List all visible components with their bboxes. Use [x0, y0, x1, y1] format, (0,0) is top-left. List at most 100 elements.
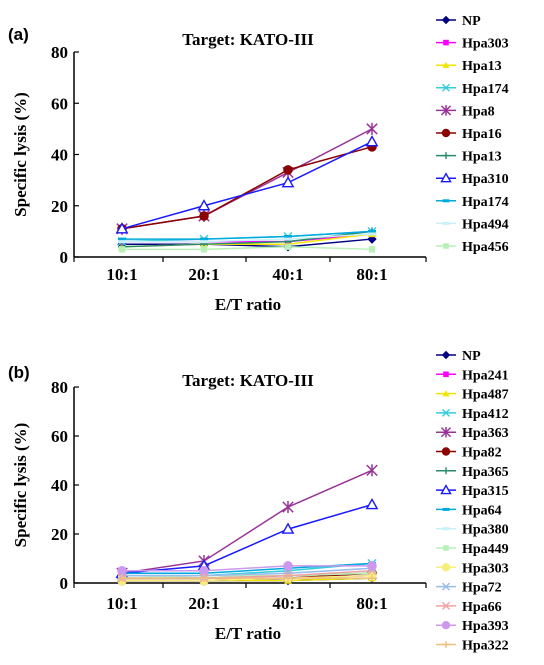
series-line	[122, 230, 373, 240]
legend-label: Hpa64	[462, 503, 502, 518]
legend-label: Hpa82	[462, 446, 502, 461]
legend-entry: Hpa66	[436, 600, 502, 615]
series-line	[122, 245, 373, 251]
series-line	[122, 574, 373, 582]
legend-entry: Hpa412	[436, 407, 509, 422]
legend-label: Hpa494	[462, 217, 509, 232]
legend-label: Hpa174	[462, 195, 509, 210]
data-point	[200, 240, 208, 244]
legend-label: NP	[462, 349, 481, 364]
legend-marker	[441, 563, 451, 572]
legend-entry: Hpa494	[436, 217, 509, 232]
legend-marker	[442, 390, 450, 397]
legend-label: Hpa322	[462, 639, 509, 654]
y-tick-label: 60	[51, 427, 68, 446]
legend-marker	[443, 39, 449, 46]
legend-label: Hpa66	[462, 600, 502, 615]
data-point	[368, 574, 376, 583]
y-tick-label: 0	[60, 574, 69, 593]
y-tick-label: 20	[51, 525, 68, 544]
x-axis-label: E/T ratio	[215, 624, 281, 643]
legend-marker	[441, 350, 451, 360]
legend-entry: Hpa174	[436, 195, 509, 210]
legend-marker	[440, 426, 452, 438]
legend-entry: Hpa303	[436, 561, 509, 576]
legend-label: Hpa380	[462, 523, 509, 538]
series-line	[121, 572, 373, 579]
legend-entry: Hpa16	[436, 127, 502, 142]
x-tick-label: 40:1	[272, 594, 303, 613]
data-point	[200, 574, 208, 583]
legend-entry: NP	[436, 349, 481, 364]
legend-entry: Hpa241	[436, 368, 509, 383]
legend-entry: Hpa13	[436, 59, 502, 74]
y-tick-label: 20	[51, 197, 68, 216]
x-tick-label: 80:1	[356, 265, 387, 284]
legend-entry: Hpa393	[436, 619, 509, 634]
series-line	[122, 565, 372, 572]
series-line	[121, 146, 373, 230]
y-tick-label: 60	[51, 94, 68, 113]
data-point	[284, 574, 292, 583]
legend-label: Hpa487	[462, 388, 509, 403]
legend-entry: Hpa315	[436, 484, 509, 499]
data-point	[365, 135, 379, 147]
legend-label: Hpa412	[462, 407, 509, 422]
series-line	[121, 128, 373, 230]
legend-label: Hpa241	[462, 368, 509, 383]
legend-entry: Hpa8	[436, 104, 495, 119]
legend-entry: Hpa380	[436, 523, 509, 538]
legend-marker	[442, 582, 450, 591]
legend-marker	[441, 15, 451, 25]
data-point	[368, 229, 376, 233]
y-axis-label: Specific lysis (%)	[11, 423, 30, 548]
legend-marker	[443, 545, 449, 551]
data-point	[199, 211, 209, 221]
panel-letter: (b)	[8, 363, 30, 382]
legend-marker	[442, 221, 450, 225]
data-point	[118, 574, 126, 583]
data-point	[118, 237, 126, 241]
legend-entry: Hpa72	[436, 581, 502, 596]
legend-entry: Hpa303	[436, 37, 509, 52]
panel-a: (a) Target: KATO-III 0 20 40 60 80 10:1 20:1 40:1…	[8, 14, 509, 314]
legend-entry: Hpa456	[436, 240, 509, 255]
legend-label: Hpa456	[462, 240, 509, 255]
legend-entry: Hpa82	[436, 446, 502, 461]
data-point	[365, 497, 379, 510]
y-tick-label: 80	[51, 378, 68, 397]
legend-entry: Hpa322	[436, 639, 509, 654]
series-line	[122, 238, 373, 248]
x-tick-label: 80:1	[356, 594, 387, 613]
legend-marker	[442, 152, 450, 160]
x-tick-label: 40:1	[272, 265, 303, 284]
x-tick-label: 20:1	[188, 265, 219, 284]
data-point	[284, 235, 292, 238]
data-point	[366, 122, 378, 135]
y-tick-label: 80	[51, 43, 68, 62]
panel-letter: (a)	[8, 25, 29, 44]
legend-label: Hpa303	[462, 561, 509, 576]
data-point	[368, 232, 376, 236]
data-point	[281, 176, 295, 188]
y-tick-label: 40	[51, 146, 68, 165]
legend-label: Hpa365	[462, 465, 509, 480]
y-tick-label: 0	[60, 248, 69, 267]
legend-label: Hpa174	[462, 82, 509, 97]
legend-marker	[443, 243, 449, 249]
legend-label: Hpa8	[462, 104, 495, 119]
data-point	[281, 522, 295, 534]
data-point	[200, 246, 208, 253]
legend-entry: Hpa174	[436, 82, 509, 97]
y-tick-label: 40	[51, 476, 68, 495]
legend-label: Hpa315	[462, 484, 509, 499]
legend-marker	[441, 128, 451, 138]
panel-b: (b) Target: KATO-III 0 20 40 60 80 10:1 20:1 40:1…	[8, 349, 509, 654]
legend-entry: Hpa365	[436, 465, 509, 480]
data-point	[283, 165, 293, 175]
legend-label: Hpa16	[462, 127, 502, 142]
legend-marker	[441, 447, 451, 456]
legend-marker	[442, 467, 450, 475]
y-axis-label: Specific lysis (%)	[11, 92, 30, 217]
